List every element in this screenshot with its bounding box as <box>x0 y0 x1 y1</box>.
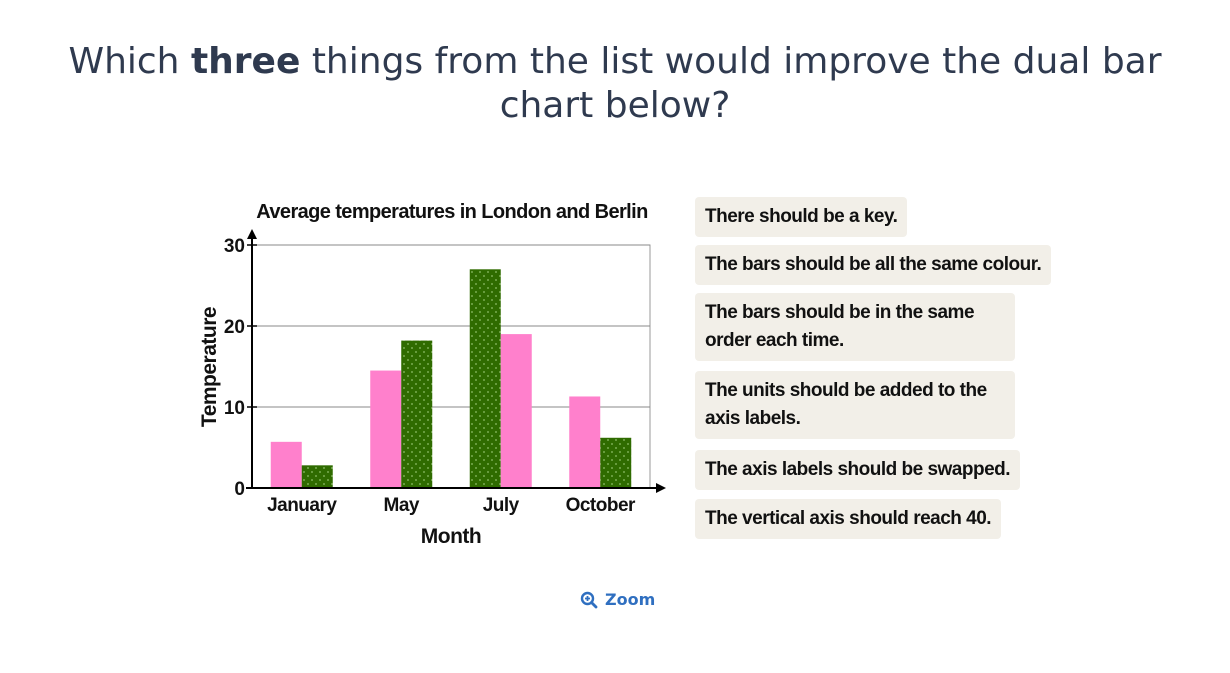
y-tick-label: 10 <box>224 398 245 419</box>
y-tick-label: 0 <box>234 479 245 500</box>
bar-january-series0 <box>270 441 302 488</box>
option-units[interactable]: The units should be added to the axis la… <box>695 371 1015 439</box>
chart-title: Average temperatures in London and Berli… <box>256 201 647 223</box>
zoom-icon <box>580 591 598 608</box>
bar-may-series0 <box>370 370 402 488</box>
x-tick-label: January <box>267 495 337 516</box>
zoom-label: Zoom <box>605 590 656 609</box>
x-tick-label: October <box>566 495 636 516</box>
y-axis-label: Temperature <box>198 307 221 427</box>
option-same-order[interactable]: The bars should be in the same order eac… <box>695 293 1015 361</box>
dual-bar-chart: January May July October 0 10 20 30 Average temp… <box>198 201 666 548</box>
question-prefix: Which <box>68 41 191 82</box>
x-axis-label: Month <box>421 525 481 548</box>
x-tick-label: May <box>384 495 420 516</box>
option-same-colour[interactable]: The bars should be all the same colour. <box>695 245 1052 285</box>
bar-may-series1 <box>401 340 433 488</box>
option-axis-40[interactable]: The vertical axis should reach 40. <box>695 499 1002 539</box>
question-emphasis: three <box>190 41 301 82</box>
y-axis-arrow <box>247 229 257 239</box>
zoom-button[interactable]: Zoom <box>580 590 655 609</box>
bar-october-series0 <box>569 396 601 488</box>
y-tick-label: 20 <box>224 317 245 338</box>
option-swap-labels[interactable]: The axis labels should be swapped. <box>695 450 1021 490</box>
question-suffix: things from the list would improve the d… <box>300 41 1162 126</box>
y-tick-label: 30 <box>224 236 245 257</box>
question-text: Which three things from the list would i… <box>40 40 1190 128</box>
x-axis-arrow <box>656 483 666 493</box>
bar-january-series1 <box>301 465 333 488</box>
bar-july-series1 <box>469 269 501 488</box>
x-tick-label: July <box>483 495 520 516</box>
option-key[interactable]: There should be a key. <box>695 197 908 237</box>
bar-july-series0 <box>500 334 532 488</box>
bar-october-series1 <box>600 437 632 488</box>
